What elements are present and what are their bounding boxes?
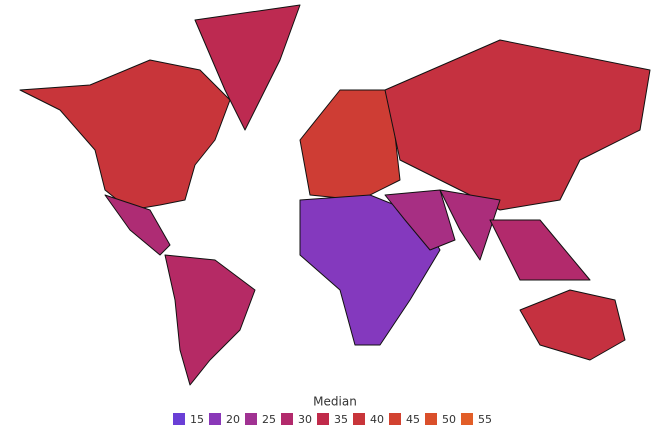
legend-label: 15 <box>190 413 204 426</box>
region <box>519 289 626 361</box>
region <box>439 189 501 261</box>
region <box>489 219 591 281</box>
legend-title: Median <box>313 395 357 409</box>
legend-swatch <box>209 413 221 425</box>
legend-label: 45 <box>406 413 420 426</box>
legend-swatch <box>245 413 257 425</box>
legend-label: 30 <box>298 413 312 426</box>
region <box>299 89 401 201</box>
region <box>104 194 171 256</box>
legend-label: 50 <box>442 413 456 426</box>
legend-swatch <box>461 413 473 425</box>
region <box>19 59 231 211</box>
legend-label: 55 <box>478 413 492 426</box>
legend-swatch <box>353 413 365 425</box>
legend-label: 40 <box>370 413 384 426</box>
region <box>194 4 301 131</box>
region <box>384 39 651 211</box>
legend-swatch <box>389 413 401 425</box>
legend-label: 25 <box>262 413 276 426</box>
legend-swatch <box>425 413 437 425</box>
region <box>384 189 456 251</box>
legend-swatch <box>281 413 293 425</box>
legend-swatch <box>173 413 185 425</box>
region <box>164 254 256 386</box>
legend-swatch <box>317 413 329 425</box>
legend-label: 20 <box>226 413 240 426</box>
legend-label: 35 <box>334 413 348 426</box>
